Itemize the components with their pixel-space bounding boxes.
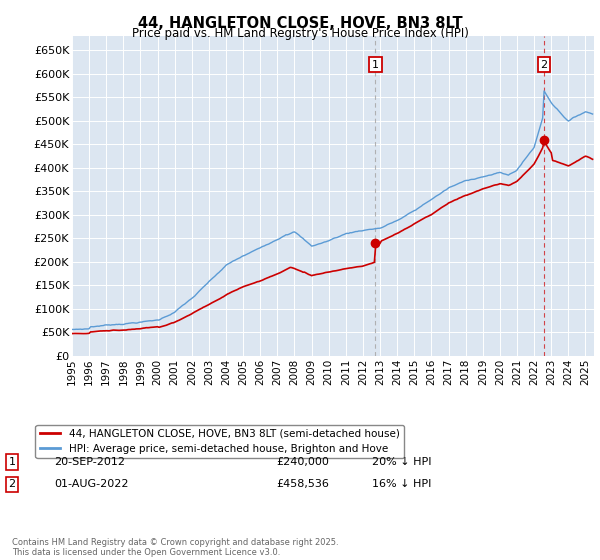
Text: 2: 2	[8, 479, 16, 489]
Text: 1: 1	[372, 59, 379, 69]
Text: 2: 2	[541, 59, 548, 69]
Text: £240,000: £240,000	[276, 457, 329, 467]
Text: £458,536: £458,536	[276, 479, 329, 489]
Text: 16% ↓ HPI: 16% ↓ HPI	[372, 479, 431, 489]
Text: 20% ↓ HPI: 20% ↓ HPI	[372, 457, 431, 467]
Text: 44, HANGLETON CLOSE, HOVE, BN3 8LT: 44, HANGLETON CLOSE, HOVE, BN3 8LT	[137, 16, 463, 31]
Text: 20-SEP-2012: 20-SEP-2012	[54, 457, 125, 467]
Legend: 44, HANGLETON CLOSE, HOVE, BN3 8LT (semi-detached house), HPI: Average price, se: 44, HANGLETON CLOSE, HOVE, BN3 8LT (semi…	[35, 424, 404, 458]
Text: 01-AUG-2022: 01-AUG-2022	[54, 479, 128, 489]
Text: 1: 1	[8, 457, 16, 467]
Text: Contains HM Land Registry data © Crown copyright and database right 2025.
This d: Contains HM Land Registry data © Crown c…	[12, 538, 338, 557]
Text: Price paid vs. HM Land Registry's House Price Index (HPI): Price paid vs. HM Land Registry's House …	[131, 27, 469, 40]
